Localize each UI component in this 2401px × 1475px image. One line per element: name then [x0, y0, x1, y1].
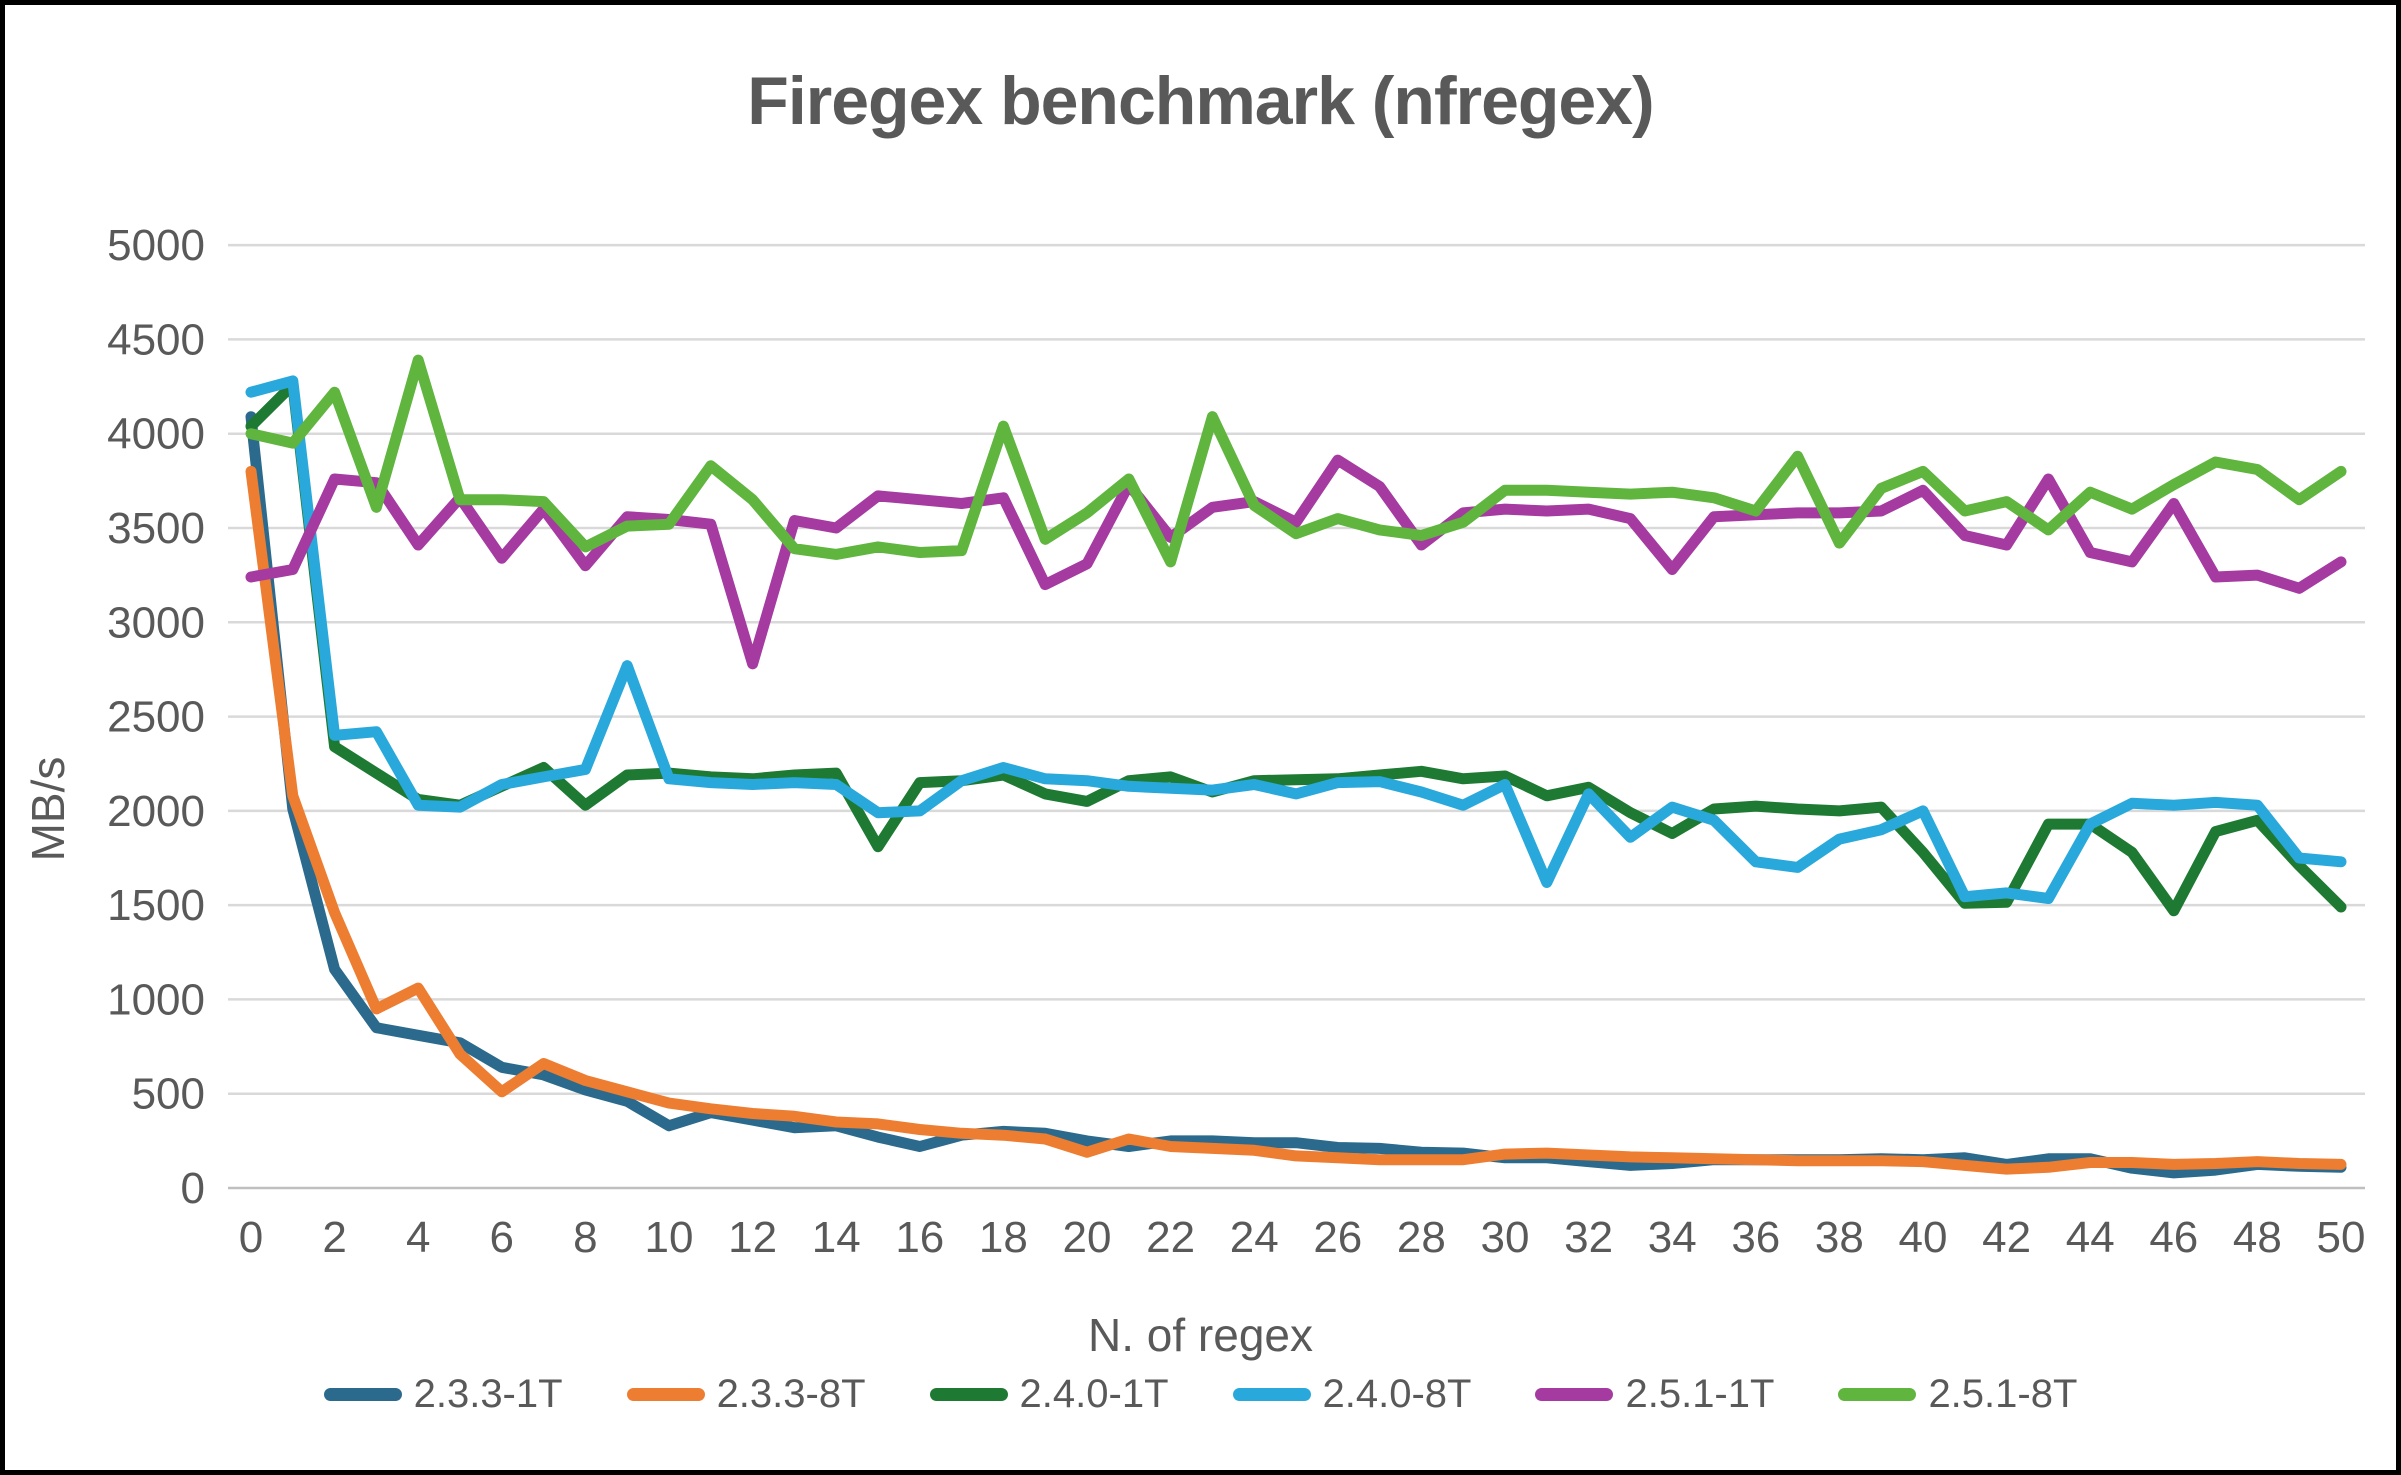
chart-title: Firegex benchmark (nfregex) — [747, 63, 1654, 139]
legend: 2.3.3-1T 2.3.3-8T 2.4.0-1T 2.4.0-8T 2.5.1-1T… — [0, 1372, 2401, 1417]
series-line-2.4.0-8T — [245, 375, 2347, 904]
legend-item-2.3.3-1T: 2.3.3-1T — [323, 1372, 563, 1417]
x-axis-tick-label: 12 — [728, 1213, 777, 1262]
y-axis-tick-label: 2000 — [107, 787, 205, 836]
legend-swatch-2.5.1-1T — [1535, 1388, 1614, 1401]
x-axis-tick-label: 8 — [573, 1213, 597, 1262]
x-axis-tick-label: 46 — [2149, 1213, 2198, 1262]
legend-item-2.5.1-1T: 2.5.1-1T — [1535, 1372, 1774, 1417]
legend-item-2.5.1-8T: 2.5.1-8T — [1838, 1372, 2077, 1417]
x-axis-tick-label: 50 — [2317, 1213, 2366, 1262]
series-line-2.5.1-1T — [245, 454, 2347, 670]
y-axis-tick-label: 1000 — [107, 975, 205, 1024]
y-axis-tick-label: 4000 — [107, 410, 205, 459]
x-axis-tick-label: 38 — [1815, 1213, 1864, 1262]
x-axis-tick-label: 32 — [1564, 1213, 1613, 1262]
y-axis-tick-label: 3500 — [107, 504, 205, 553]
x-axis-tick-label: 26 — [1313, 1213, 1362, 1262]
x-axis-tick-label: 40 — [1899, 1213, 1948, 1262]
x-axis-tick-label: 30 — [1481, 1213, 1530, 1262]
legend-swatch-2.5.1-8T — [1838, 1388, 1917, 1401]
x-axis-tick-label: 20 — [1063, 1213, 1112, 1262]
y-axis-tick-label: 3000 — [107, 598, 205, 647]
x-axis-tick-label: 14 — [812, 1213, 861, 1262]
series-line-2.5.1-8T — [245, 354, 2347, 568]
x-axis-title: N. of regex — [1088, 1309, 1313, 1361]
legend-swatch-2.4.0-1T — [929, 1388, 1008, 1401]
legend-item-2.4.0-8T: 2.4.0-8T — [1232, 1372, 1472, 1417]
y-axis-tick-label: 4500 — [107, 315, 205, 364]
legend-item-2.4.0-1T: 2.4.0-1T — [929, 1372, 1169, 1417]
y-axis-title: MB/s — [22, 756, 74, 862]
y-axis-tick-label: 1500 — [107, 881, 205, 930]
x-axis-tick-label: 0 — [239, 1213, 263, 1262]
legend-label: 2.4.0-1T — [1019, 1372, 1169, 1416]
series-line-2.4.0-1T — [245, 379, 2347, 917]
x-axis-tick-label: 4 — [406, 1213, 430, 1262]
y-axis-tick-label: 5000 — [107, 221, 205, 270]
legend-swatch-2.4.0-8T — [1232, 1388, 1311, 1401]
x-axis-tick-label: 42 — [1982, 1213, 2031, 1262]
legend-label: 2.5.1-8T — [1928, 1372, 2078, 1416]
y-axis-tick-label: 2500 — [107, 693, 205, 742]
legend-item-2.3.3-8T: 2.3.3-8T — [626, 1372, 866, 1417]
x-axis-tick-label: 44 — [2066, 1213, 2115, 1262]
x-axis-tick-label: 10 — [645, 1213, 694, 1262]
legend-label: 2.5.1-1T — [1625, 1372, 1775, 1416]
x-axis-tick-label: 2 — [322, 1213, 346, 1262]
x-axis-tick-label: 34 — [1648, 1213, 1697, 1262]
x-axis-tick-label: 24 — [1230, 1213, 1279, 1262]
x-axis-tick-label: 22 — [1146, 1213, 1195, 1262]
series-line-2.3.3-8T — [245, 465, 2347, 1175]
x-axis-tick-label: 16 — [895, 1213, 944, 1262]
series-line-2.3.3-1T — [245, 411, 2347, 1179]
x-axis-tick-label: 18 — [979, 1213, 1028, 1262]
legend-swatch-2.3.3-8T — [626, 1388, 705, 1401]
y-axis-tick-label: 500 — [132, 1070, 205, 1119]
legend-swatch-2.3.3-1T — [323, 1388, 402, 1401]
legend-label: 2.3.3-8T — [716, 1372, 866, 1416]
x-axis-tick-label: 36 — [1731, 1213, 1780, 1262]
legend-label: 2.4.0-8T — [1322, 1372, 1472, 1416]
x-axis-tick-label: 28 — [1397, 1213, 1446, 1262]
x-axis-tick-label: 48 — [2233, 1213, 2282, 1262]
legend-label: 2.3.3-1T — [413, 1372, 563, 1416]
y-axis-tick-label: 0 — [181, 1164, 205, 1213]
x-axis-tick-label: 6 — [490, 1213, 514, 1262]
